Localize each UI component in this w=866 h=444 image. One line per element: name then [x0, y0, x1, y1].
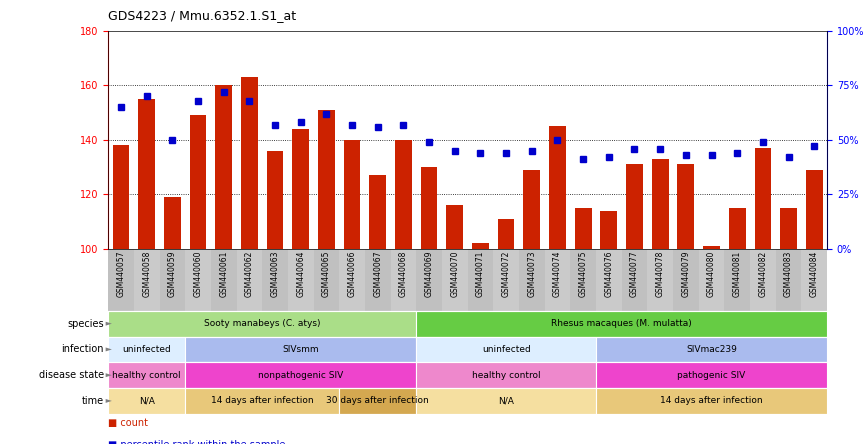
Text: GSM440061: GSM440061 — [219, 251, 229, 297]
Bar — [241, 77, 258, 249]
Text: GSM440071: GSM440071 — [476, 251, 485, 297]
Text: GSM440080: GSM440080 — [707, 251, 716, 297]
Text: GSM440078: GSM440078 — [656, 251, 665, 297]
Text: time: time — [81, 396, 104, 406]
Bar — [370, 175, 386, 249]
Text: GSM440058: GSM440058 — [142, 251, 152, 297]
Text: GSM440084: GSM440084 — [810, 251, 818, 297]
Bar — [575, 208, 591, 249]
Bar — [498, 219, 514, 249]
Bar — [703, 246, 720, 249]
Text: 14 days after infection: 14 days after infection — [660, 396, 763, 405]
Text: GSM440077: GSM440077 — [630, 251, 639, 297]
Text: healthy control: healthy control — [472, 371, 540, 380]
Text: GSM440057: GSM440057 — [117, 251, 126, 297]
Bar — [216, 86, 232, 249]
Bar — [113, 145, 129, 249]
Bar — [729, 208, 746, 249]
Bar — [344, 140, 360, 249]
Bar — [395, 140, 412, 249]
Text: GSM440062: GSM440062 — [245, 251, 254, 297]
Text: GSM440063: GSM440063 — [270, 251, 280, 297]
Bar — [600, 210, 617, 249]
Text: GSM440060: GSM440060 — [194, 251, 203, 297]
Bar — [652, 159, 669, 249]
Text: GSM440074: GSM440074 — [553, 251, 562, 297]
Text: GSM440082: GSM440082 — [759, 251, 767, 297]
Text: GSM440075: GSM440075 — [578, 251, 588, 297]
Text: Sooty manabeys (C. atys): Sooty manabeys (C. atys) — [204, 319, 320, 328]
Text: GSM440083: GSM440083 — [784, 251, 793, 297]
Text: N/A: N/A — [139, 396, 155, 405]
Bar — [677, 164, 695, 249]
Text: GSM440073: GSM440073 — [527, 251, 536, 297]
Bar — [472, 243, 488, 249]
Bar — [549, 126, 565, 249]
Text: GSM440059: GSM440059 — [168, 251, 177, 297]
Text: GDS4223 / Mmu.6352.1.S1_at: GDS4223 / Mmu.6352.1.S1_at — [108, 9, 296, 22]
Text: GSM440076: GSM440076 — [604, 251, 613, 297]
Text: GSM440067: GSM440067 — [373, 251, 382, 297]
Text: SIVmac239: SIVmac239 — [686, 345, 737, 354]
Text: nonpathogenic SIV: nonpathogenic SIV — [258, 371, 344, 380]
Text: ■ count: ■ count — [108, 418, 148, 428]
Text: infection: infection — [61, 345, 104, 354]
Bar — [421, 167, 437, 249]
Text: GSM440081: GSM440081 — [733, 251, 741, 297]
Text: Rhesus macaques (M. mulatta): Rhesus macaques (M. mulatta) — [552, 319, 692, 328]
Text: 14 days after infection: 14 days after infection — [211, 396, 313, 405]
Text: ■ percentile rank within the sample: ■ percentile rank within the sample — [108, 440, 286, 444]
Bar — [190, 115, 206, 249]
Text: GSM440079: GSM440079 — [682, 251, 690, 297]
Bar — [626, 164, 643, 249]
Bar — [447, 205, 463, 249]
Text: disease state: disease state — [39, 370, 104, 380]
Text: SIVsmm: SIVsmm — [282, 345, 319, 354]
Text: 30 days after infection: 30 days after infection — [326, 396, 430, 405]
Text: GSM440064: GSM440064 — [296, 251, 306, 297]
Bar — [267, 151, 283, 249]
Text: healthy control: healthy control — [113, 371, 181, 380]
Bar — [754, 148, 772, 249]
Text: N/A: N/A — [498, 396, 514, 405]
Text: uninfected: uninfected — [481, 345, 531, 354]
Bar — [139, 99, 155, 249]
Text: GSM440069: GSM440069 — [424, 251, 434, 297]
Text: GSM440070: GSM440070 — [450, 251, 459, 297]
Bar — [164, 197, 181, 249]
Bar — [523, 170, 540, 249]
Text: GSM440065: GSM440065 — [322, 251, 331, 297]
Text: pathogenic SIV: pathogenic SIV — [677, 371, 746, 380]
Text: GSM440066: GSM440066 — [347, 251, 357, 297]
Text: GSM440072: GSM440072 — [501, 251, 511, 297]
Bar — [318, 110, 335, 249]
Text: species: species — [68, 319, 104, 329]
Bar — [780, 208, 797, 249]
Text: uninfected: uninfected — [122, 345, 171, 354]
Bar — [293, 129, 309, 249]
Bar — [806, 170, 823, 249]
Text: GSM440068: GSM440068 — [399, 251, 408, 297]
